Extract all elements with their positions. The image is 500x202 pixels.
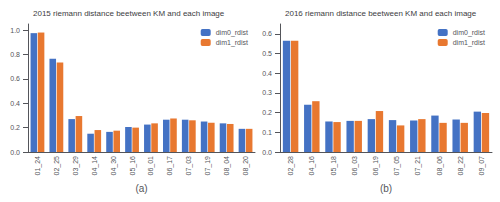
svg-text:07_03: 07_03 (185, 156, 193, 176)
svg-text:0.4: 0.4 (10, 100, 20, 107)
svg-text:04_14: 04_14 (91, 156, 99, 176)
svg-text:dim0_rdist: dim0_rdist (453, 29, 485, 37)
svg-text:0.0: 0.0 (10, 149, 20, 156)
svg-text:(b): (b) (380, 183, 392, 194)
svg-text:0.6: 0.6 (10, 75, 20, 82)
svg-text:06_17: 06_17 (166, 156, 174, 176)
svg-text:05_18: 05_18 (330, 156, 338, 176)
svg-text:05_16: 05_16 (129, 156, 137, 176)
svg-text:dim0_rdist: dim0_rdist (216, 29, 248, 37)
svg-text:0.1: 0.1 (262, 129, 272, 136)
svg-text:03_29: 03_29 (72, 156, 80, 176)
svg-text:02_28: 02_28 (287, 156, 295, 176)
svg-text:08_06: 08_06 (436, 156, 444, 176)
svg-text:06_19: 06_19 (372, 156, 380, 176)
svg-text:2015 riemann distance beetween: 2015 riemann distance beetween KM and ea… (33, 9, 225, 18)
svg-text:04_30: 04_30 (110, 156, 118, 176)
svg-text:0.4: 0.4 (262, 70, 272, 77)
svg-text:2016 riemann distance beetween: 2016 riemann distance beetween KM and ea… (285, 9, 477, 18)
svg-text:07_19: 07_19 (204, 156, 212, 176)
svg-text:0.3: 0.3 (262, 89, 272, 96)
svg-text:0.0: 0.0 (262, 149, 272, 156)
svg-text:08_22: 08_22 (457, 156, 465, 176)
svg-text:09_07: 09_07 (478, 156, 486, 176)
svg-text:07_05: 07_05 (393, 156, 401, 176)
svg-text:01_24: 01_24 (34, 156, 42, 176)
svg-text:dim1_rdist: dim1_rdist (216, 39, 248, 47)
svg-text:0.6: 0.6 (262, 30, 272, 37)
svg-text:08_04: 08_04 (223, 156, 231, 176)
svg-text:06_01: 06_01 (147, 156, 155, 176)
svg-text:08_20: 08_20 (242, 156, 250, 176)
svg-text:0.5: 0.5 (262, 50, 272, 57)
svg-text:dim1_rdist: dim1_rdist (453, 39, 485, 47)
svg-text:06_03: 06_03 (351, 156, 359, 176)
svg-text:0.2: 0.2 (10, 124, 20, 131)
svg-text:0.8: 0.8 (10, 51, 20, 58)
svg-text:02_25: 02_25 (53, 156, 61, 176)
svg-text:0.2: 0.2 (262, 109, 272, 116)
svg-text:(a): (a) (135, 183, 147, 194)
svg-text:1.0: 1.0 (10, 27, 20, 34)
svg-text:07_21: 07_21 (414, 156, 422, 176)
svg-text:04_16: 04_16 (308, 156, 316, 176)
